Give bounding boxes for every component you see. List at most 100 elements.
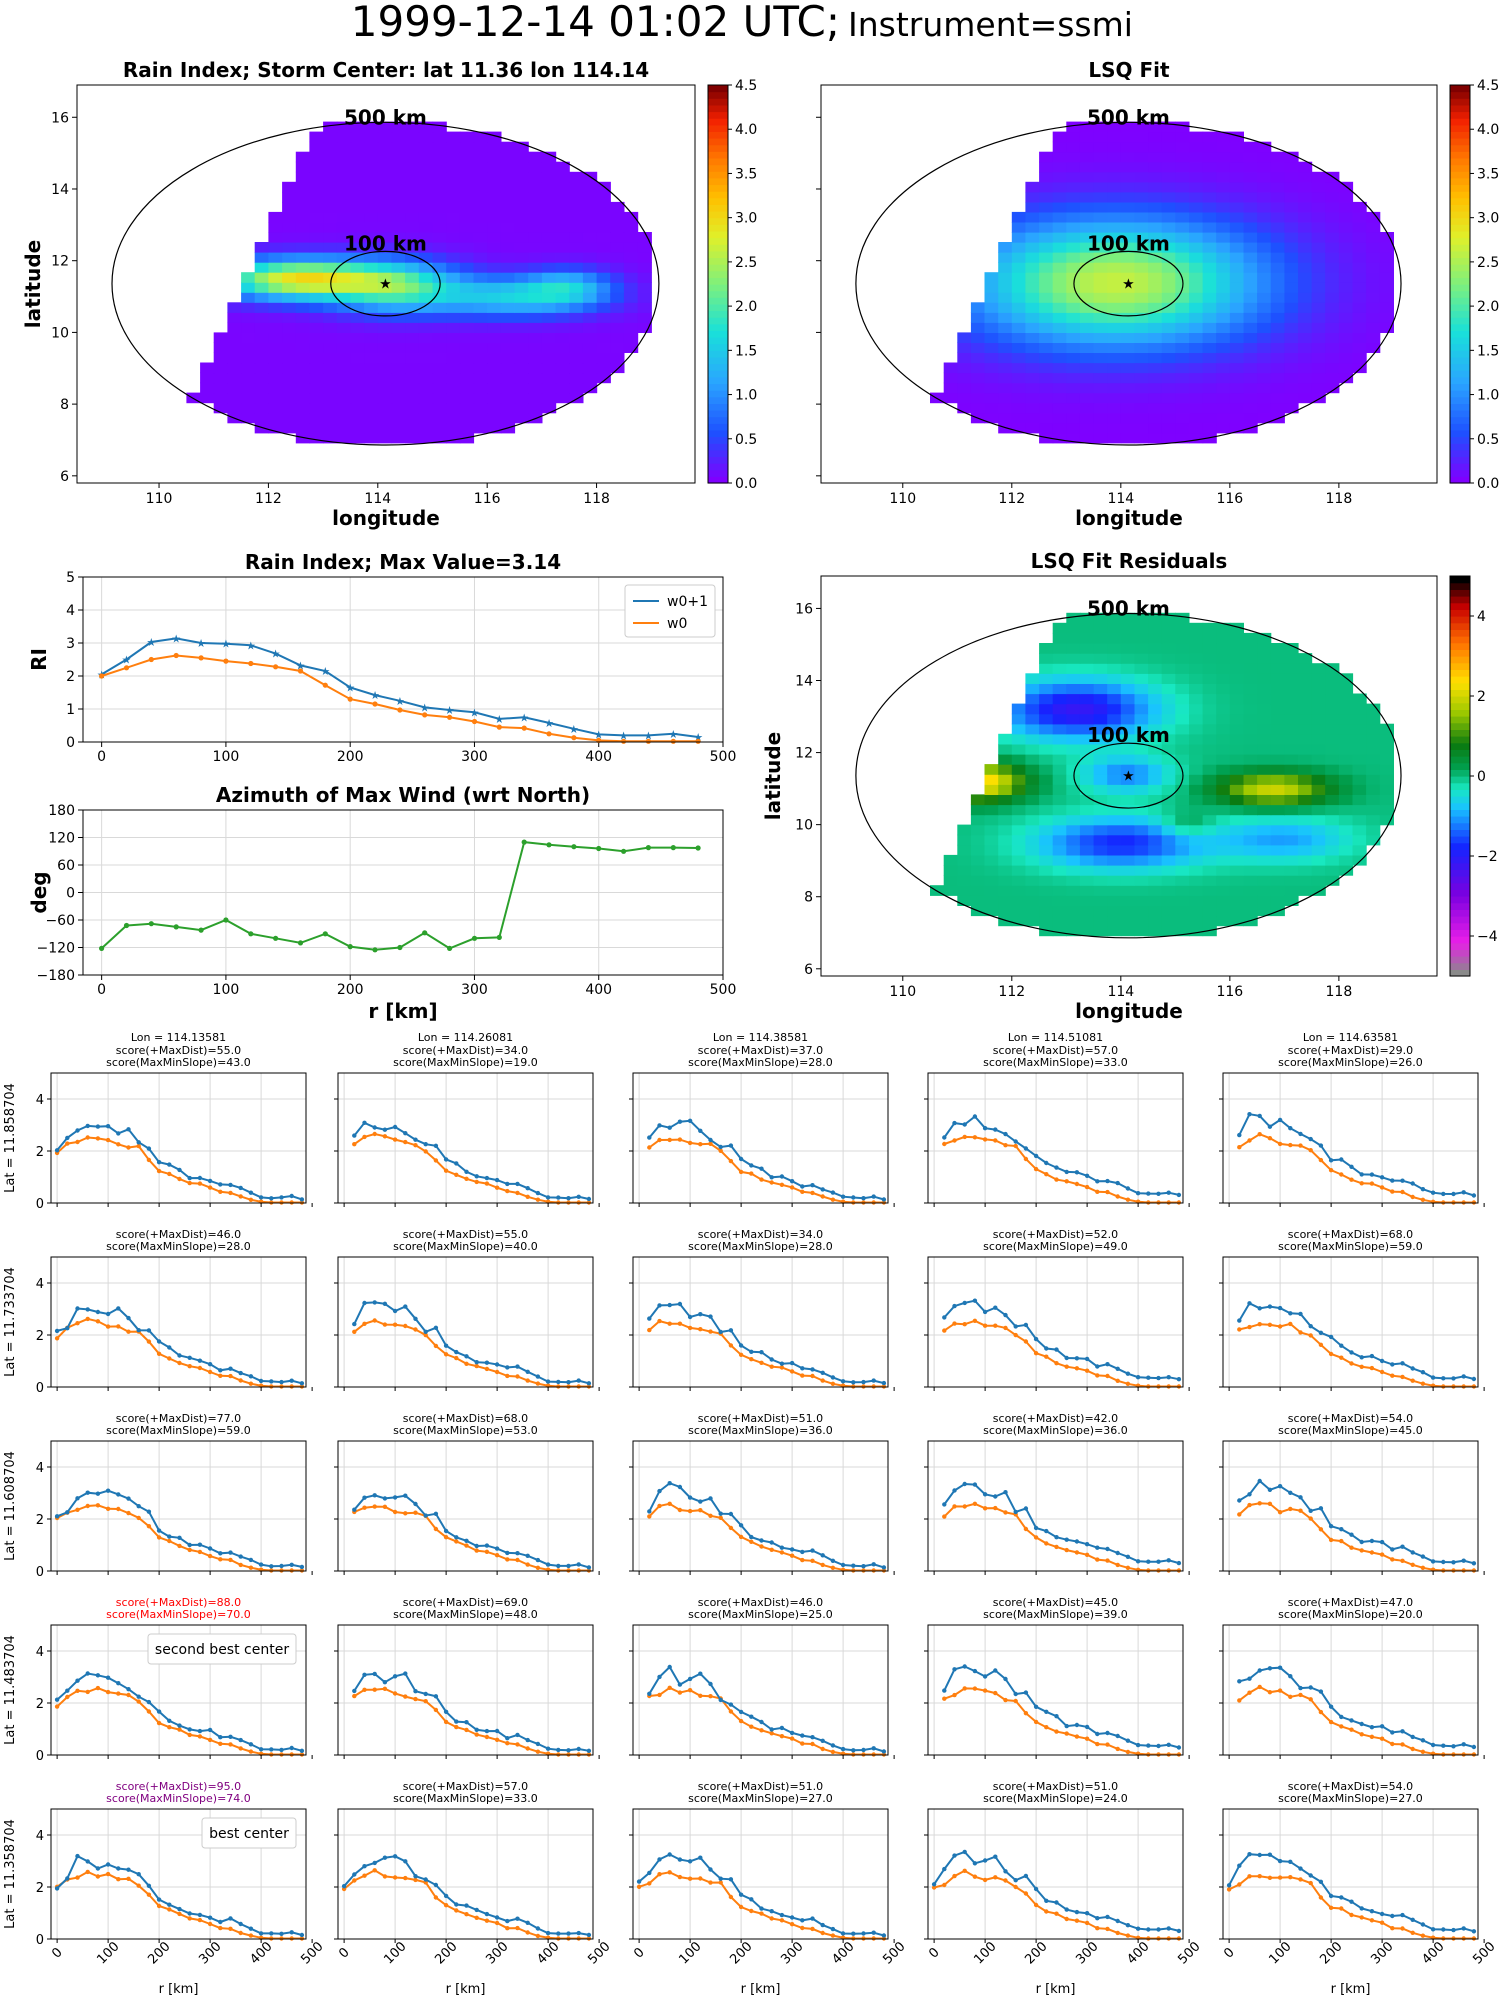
blue-series-point xyxy=(525,1737,530,1743)
y-tick-label: 4 xyxy=(36,1277,44,1292)
heatmap-cell xyxy=(1039,201,1054,213)
heatmap-cell xyxy=(957,895,972,906)
heatmap-cell xyxy=(1148,302,1163,313)
heatmap-cell xyxy=(1052,242,1067,253)
heatmap-cell xyxy=(418,141,434,153)
heatmap-cell xyxy=(350,131,365,143)
blue-series-point xyxy=(464,1169,469,1175)
heatmap-cell xyxy=(1243,342,1258,353)
heatmap-cell xyxy=(970,362,986,374)
blue-series-point xyxy=(505,1181,510,1187)
heatmap-cell xyxy=(405,282,420,293)
blue-series-point xyxy=(1400,1912,1405,1918)
heatmap-cell xyxy=(555,272,570,283)
blue-series-point xyxy=(1166,1558,1171,1563)
heatmap-cell xyxy=(1175,622,1190,634)
heatmap-cell xyxy=(998,332,1013,343)
colorbar-segment xyxy=(708,403,728,411)
heatmap-cell xyxy=(1093,222,1108,233)
blue-series-point xyxy=(759,1166,764,1171)
blue-series-point xyxy=(1125,1923,1131,1928)
heatmap-cell xyxy=(582,232,598,243)
orange-series-point xyxy=(525,1930,530,1935)
heatmap-cell xyxy=(309,322,324,333)
heatmap-cell xyxy=(1161,342,1176,353)
heatmap-cell xyxy=(1107,693,1122,705)
blue-series-point xyxy=(1267,1852,1273,1857)
plot-area xyxy=(83,577,723,742)
heatmap-cell xyxy=(1298,764,1313,775)
score-maxdist: score(+MaxDist)=68.0 xyxy=(403,1412,528,1425)
blue-series-point xyxy=(1318,1879,1324,1885)
heatmap-cell xyxy=(1120,232,1135,243)
blue-series-point xyxy=(1033,1336,1039,1342)
heatmap-cell xyxy=(1066,915,1081,927)
heatmap-cell xyxy=(1066,222,1081,233)
heatmap-cell xyxy=(1093,653,1108,664)
heatmap-cell xyxy=(1338,362,1354,374)
orange-series-point xyxy=(962,1134,967,1140)
blue-series-point xyxy=(1074,1722,1080,1728)
heatmap-cell xyxy=(500,181,516,193)
blue-series-point xyxy=(1471,1561,1477,1566)
colorbar-segment xyxy=(1450,416,1470,424)
heatmap-cell xyxy=(943,875,958,886)
heatmap-cell xyxy=(459,222,475,233)
x-tick-label: 300 xyxy=(1368,1939,1396,1967)
heatmap-cell xyxy=(391,322,406,333)
heatmap-cell xyxy=(1120,121,1135,133)
orange-series-point xyxy=(515,1557,520,1563)
plot-area xyxy=(338,1809,593,1939)
heatmap-cell xyxy=(1120,312,1135,323)
blue-series-point xyxy=(248,1374,254,1379)
heatmap-cell xyxy=(1189,653,1204,664)
heatmap-cell xyxy=(432,312,447,323)
heatmap-cell xyxy=(1066,905,1081,917)
colorbar-segment xyxy=(1450,403,1470,411)
blue-series-point xyxy=(769,1175,774,1180)
heatmap-cell xyxy=(1148,211,1163,223)
heatmap-cell xyxy=(1052,131,1067,143)
heatmap-cell xyxy=(1257,362,1272,374)
blue-series-point xyxy=(993,1668,998,1673)
colorbar-tick-label: 4.5 xyxy=(735,78,757,94)
heatmap-cell xyxy=(323,121,338,133)
heatmap-cell xyxy=(364,412,379,424)
heatmap-cell xyxy=(309,171,324,183)
y-tick-label: 16 xyxy=(51,110,69,126)
heatmap-cell xyxy=(432,422,447,434)
y-tick-label: 180 xyxy=(48,803,75,819)
heatmap-cell xyxy=(1202,865,1217,876)
blue-series-point xyxy=(1288,1311,1293,1316)
blue-series-point xyxy=(1247,1112,1252,1117)
heatmap-cell xyxy=(405,362,420,374)
heatmap-cell xyxy=(1229,302,1244,313)
heatmap-cell xyxy=(459,352,475,364)
heatmap-cell xyxy=(1025,372,1040,384)
heatmap-cell xyxy=(432,292,447,303)
heatmap-cell xyxy=(364,282,379,293)
heatmap-cell xyxy=(1093,161,1108,173)
blue-series-point xyxy=(1379,1911,1385,1917)
heatmap-cell xyxy=(1120,733,1135,745)
heatmap-cell xyxy=(1134,653,1149,664)
heatmap-cell xyxy=(418,191,434,203)
blue-series-point xyxy=(146,1146,152,1151)
heatmap-cell xyxy=(998,733,1013,745)
heatmap-cell xyxy=(1025,703,1040,715)
heatmap-cell xyxy=(1284,312,1299,323)
blue-series-point xyxy=(269,1931,274,1936)
blue-series-point xyxy=(197,1542,203,1547)
heatmap-cell xyxy=(1052,653,1067,664)
heatmap-cell xyxy=(1366,232,1381,243)
heatmap-cell xyxy=(295,262,311,273)
blue-series-point xyxy=(146,1509,152,1514)
heatmap-cell xyxy=(1243,252,1258,263)
orange-series-point xyxy=(769,1364,774,1369)
blue-series-point xyxy=(464,1354,469,1359)
heatmap-cell xyxy=(1298,804,1313,816)
blue-series-point xyxy=(352,1507,357,1512)
x-tick-label: 300 xyxy=(461,982,488,998)
y-tick-label: 60 xyxy=(57,858,75,874)
heatmap-cell xyxy=(500,392,516,404)
